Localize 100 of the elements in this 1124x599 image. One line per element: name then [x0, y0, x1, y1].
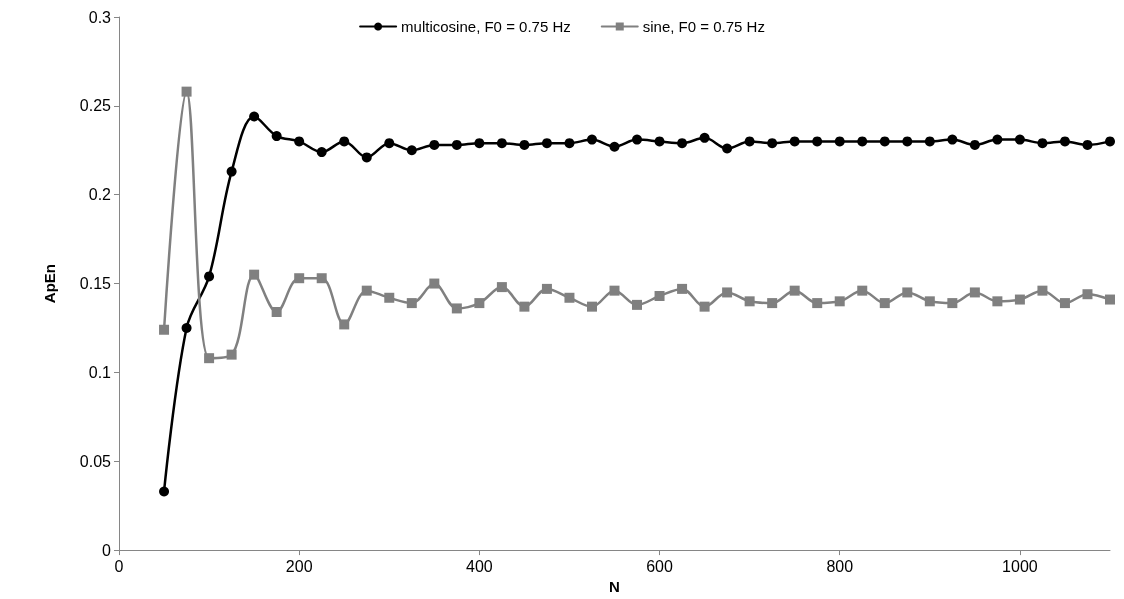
point	[316, 273, 327, 284]
x-tick-label: 600	[646, 557, 673, 575]
point	[924, 136, 935, 147]
y-tick-label: 0.3	[88, 8, 112, 26]
x-tick-label: 1000	[1002, 557, 1038, 575]
y-axis-title: ApEn	[41, 263, 58, 304]
point	[181, 322, 192, 333]
point	[879, 136, 890, 147]
point	[541, 283, 552, 294]
point	[992, 296, 1003, 307]
point	[384, 138, 395, 149]
point	[361, 285, 372, 296]
point	[271, 306, 282, 317]
point	[249, 111, 260, 122]
point	[969, 287, 980, 298]
x-tick-label: 0	[114, 557, 124, 575]
x-tick-label: 200	[285, 557, 313, 575]
point	[879, 298, 890, 309]
point	[699, 301, 710, 312]
point	[1059, 136, 1070, 147]
point	[902, 136, 913, 147]
point	[339, 136, 350, 147]
point	[451, 303, 462, 314]
point	[902, 287, 913, 298]
point	[226, 349, 237, 360]
point	[767, 298, 778, 309]
point	[294, 273, 305, 284]
point	[1037, 285, 1048, 296]
legend-label: multicosine, F0 = 0.75 Hz	[401, 18, 571, 35]
point	[677, 283, 688, 294]
point	[722, 287, 733, 298]
point	[204, 353, 215, 364]
point	[496, 282, 507, 293]
point	[722, 143, 733, 154]
point	[519, 139, 530, 150]
point	[474, 298, 485, 309]
point	[429, 139, 440, 150]
point	[226, 166, 237, 177]
y-tick-label: 0.2	[88, 186, 112, 204]
y-tick-label: 0.25	[79, 97, 112, 115]
point	[204, 271, 215, 282]
point	[609, 141, 620, 152]
point	[541, 138, 552, 149]
point	[789, 285, 800, 296]
point	[1059, 298, 1070, 309]
point	[744, 296, 755, 307]
point	[812, 298, 823, 309]
point	[586, 134, 597, 145]
point	[632, 299, 643, 310]
point	[316, 147, 327, 158]
point	[271, 131, 282, 142]
point	[1082, 289, 1093, 300]
point	[519, 301, 530, 312]
point	[451, 139, 462, 150]
point	[677, 138, 688, 149]
point	[1014, 134, 1025, 145]
point	[181, 86, 192, 97]
point	[564, 292, 575, 303]
point	[699, 132, 710, 143]
point	[654, 136, 665, 147]
point	[384, 292, 395, 303]
point	[767, 138, 778, 149]
point	[947, 134, 958, 145]
point	[834, 296, 845, 307]
point	[812, 136, 823, 147]
point	[857, 136, 868, 147]
point	[654, 290, 665, 301]
point	[857, 285, 868, 296]
point	[1082, 139, 1093, 150]
point	[969, 139, 980, 150]
point	[294, 136, 305, 147]
x-tick-label: 800	[826, 557, 854, 575]
point	[586, 301, 597, 312]
point	[564, 138, 575, 149]
point	[632, 134, 643, 145]
point	[361, 152, 372, 163]
point	[789, 136, 800, 147]
point	[496, 138, 507, 149]
y-tick-label: 0.15	[79, 275, 112, 293]
point	[834, 136, 845, 147]
point	[474, 138, 485, 149]
point	[429, 278, 440, 289]
point	[159, 486, 170, 497]
point	[924, 296, 935, 307]
point	[249, 269, 260, 280]
y-tick-label: 0.05	[79, 452, 112, 470]
point	[1014, 294, 1025, 305]
point	[947, 298, 958, 309]
point	[1037, 138, 1048, 149]
x-axis-title: N	[609, 578, 620, 595]
point	[992, 134, 1003, 145]
point	[159, 324, 170, 335]
point	[609, 285, 620, 296]
y-tick-label: 0.1	[88, 363, 112, 381]
point	[406, 298, 417, 309]
point	[406, 145, 417, 156]
legend-label: sine, F0 = 0.75 Hz	[642, 18, 765, 35]
x-tick-label: 400	[466, 557, 493, 575]
point	[1105, 294, 1115, 305]
point	[1105, 136, 1115, 147]
